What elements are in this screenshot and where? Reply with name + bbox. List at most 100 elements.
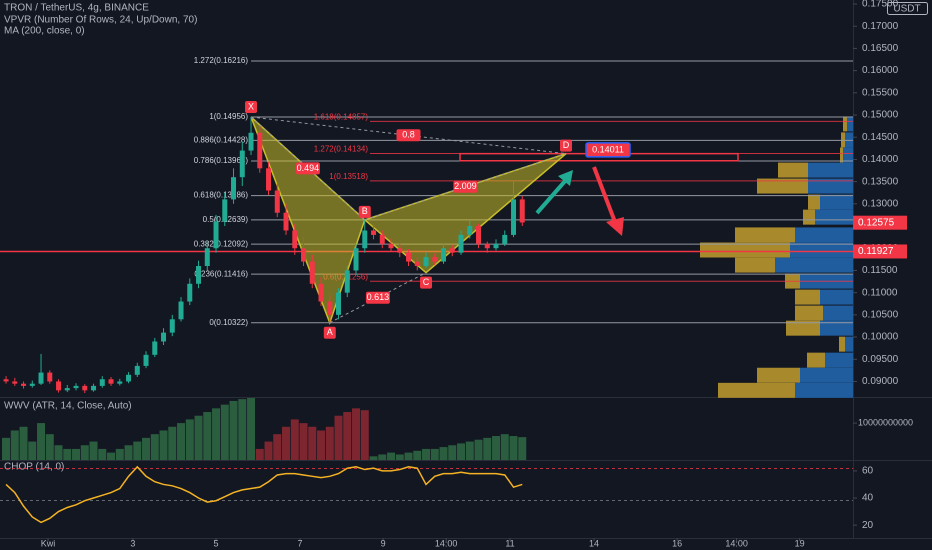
chop-title: CHOP (14, 0) (4, 462, 64, 473)
vpvr-down (808, 194, 820, 210)
vpvr-up (790, 242, 853, 258)
volume-bar (89, 441, 98, 460)
candle-body (397, 248, 403, 253)
vpvr-down (700, 242, 790, 258)
candle-body (239, 150, 245, 178)
price-tag-label: 0.12575 (858, 217, 895, 228)
target-box (585, 142, 631, 158)
volume-bar (203, 412, 212, 460)
currency-label: USDT (893, 4, 920, 15)
point-label: C (423, 277, 430, 287)
candle-body (292, 230, 298, 249)
volume-bar (413, 450, 422, 460)
volume-bar (483, 437, 492, 460)
y-tick-label: 0.15500 (862, 87, 899, 98)
candle-body (47, 372, 53, 382)
volume-bar (19, 426, 28, 460)
ratio-box (365, 291, 390, 304)
vpvr-up (820, 289, 853, 305)
candle-body (266, 168, 272, 191)
vpvr-down (843, 116, 847, 132)
price-tag (853, 244, 907, 259)
candle-body (344, 270, 350, 293)
volume-bar (500, 434, 509, 460)
vpvr-down (839, 336, 845, 352)
vpvr-up (845, 336, 853, 352)
volume-bar (343, 412, 352, 460)
x-tick-label: 5 (214, 538, 219, 548)
red-level-label: 1(0.13518) (329, 172, 368, 181)
ratio-box (453, 180, 478, 193)
candle-body (82, 385, 88, 391)
candle-body (56, 381, 62, 391)
x-tick-label: 11 (505, 538, 514, 548)
x-tick-label: Kwi (41, 538, 56, 548)
candle-body (458, 234, 464, 253)
vpvr-up (820, 194, 853, 210)
ratio-box (295, 162, 320, 175)
candle-body (169, 319, 175, 333)
candle-body (178, 301, 184, 320)
volume-bar (360, 410, 369, 460)
candle-body (91, 385, 97, 391)
volume-bar (369, 456, 378, 460)
candle-body (21, 383, 27, 386)
pattern-bcd (363, 152, 567, 274)
point-box (358, 205, 371, 218)
chart-title: TRON / TetherUS, 4g, BINANCE (4, 3, 149, 14)
vpvr-up (815, 209, 853, 225)
candle-body (222, 199, 228, 222)
candle-body (353, 248, 359, 271)
candle-body (336, 292, 342, 315)
y-tick-label: 20 (862, 520, 874, 531)
point-box (245, 100, 258, 113)
x-tick-label: 9 (381, 538, 386, 548)
y-tick-label: 0.17500 (862, 0, 899, 10)
volume-bar (430, 448, 439, 460)
red-level-label: 1.618(0.14857) (314, 112, 369, 121)
x-tick-label: 14:00 (435, 538, 458, 548)
y-tick-label: 60 (862, 466, 874, 477)
vpvr-down (778, 162, 808, 178)
fib-label: 0.886(0.14428) (194, 136, 249, 145)
volume-bar (509, 436, 518, 460)
fib-label: 0.382(0.12092) (194, 239, 249, 248)
indicator-label: VPVR (Number Of Rows, 24, Up/Down, 70) (4, 15, 197, 26)
volume-bar (124, 445, 133, 460)
candle-body (99, 379, 105, 386)
volume-bar (54, 445, 63, 460)
candle-body (414, 261, 420, 266)
volume-bar (325, 426, 334, 460)
volume-bar (10, 430, 19, 460)
volume-bar (273, 434, 282, 460)
point-label: X (248, 101, 254, 111)
volume-bar (474, 439, 483, 460)
candle-body (476, 226, 482, 244)
up-arrow (535, 178, 568, 215)
vpvr-up (775, 257, 853, 273)
point-label: D (563, 140, 570, 150)
x-tick-label: 16 (672, 538, 682, 548)
candle-body (143, 354, 149, 366)
volume-bar (45, 434, 54, 460)
volume-bar (387, 452, 396, 460)
y-tick-label: 0.14000 (862, 154, 899, 165)
volume-bar (2, 437, 11, 460)
fib-label: 0.618(0.13186) (194, 191, 249, 200)
vpvr-down (795, 305, 823, 321)
volume-bar (63, 448, 72, 460)
candle-body (484, 243, 490, 249)
y-tick-label: 0.10000 (862, 332, 899, 343)
volume-bar (168, 426, 177, 460)
pattern-dash (364, 153, 567, 221)
price-tag (853, 215, 907, 230)
point-box (420, 276, 433, 289)
volume-bar (439, 447, 448, 460)
volume-bar (290, 419, 299, 460)
volume-bar (194, 415, 203, 460)
vpvr-up (845, 132, 853, 148)
volume-bar (448, 445, 457, 460)
volume-bar (334, 415, 343, 460)
candle-body (388, 243, 394, 249)
vpvr-down (718, 382, 795, 398)
